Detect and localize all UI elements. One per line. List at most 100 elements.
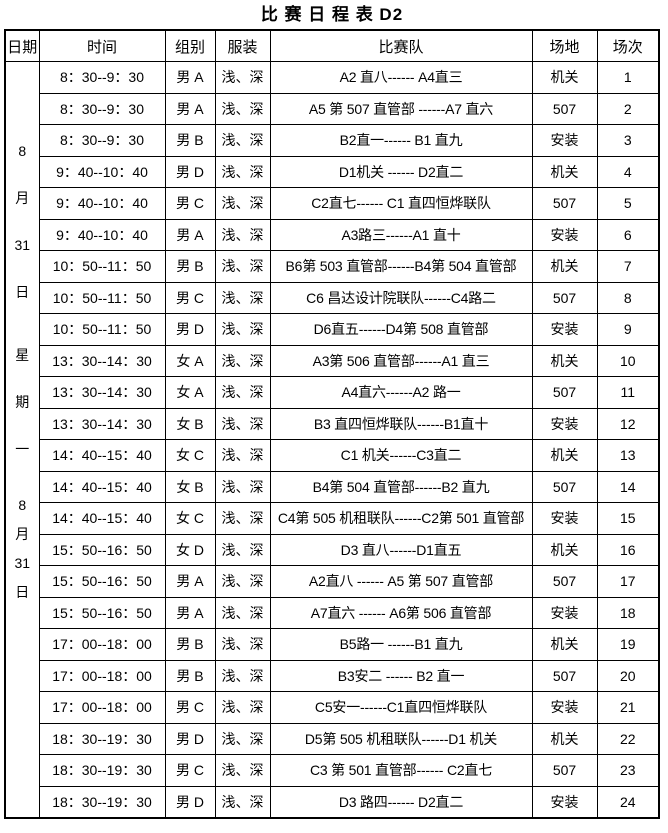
cell-group: 男 B <box>164 628 216 661</box>
cell-group: 女 C <box>164 439 216 472</box>
cell-teams: A4直六------A2 路一 <box>269 376 533 409</box>
cell-venue: 安装 <box>531 502 598 535</box>
cell-venue: 安装 <box>531 124 598 157</box>
cell-dress: 浅、深 <box>214 187 271 220</box>
cell-venue: 机关 <box>531 722 598 755</box>
cell-no: 21 <box>596 691 660 724</box>
cell-dress: 浅、深 <box>214 691 271 724</box>
cell-teams: C5安一------C1直四恒烨联队 <box>269 691 533 724</box>
cell-time: 8：30--9：30 <box>38 92 166 125</box>
cell-group: 男 A <box>164 565 216 598</box>
cell-no: 2 <box>596 92 660 125</box>
date-group-1: 8 月 31 日 <box>14 143 31 300</box>
table-row: 10：50--11：50 男 C 浅、深 C6 昌达设计院联队------C4路二 50… <box>5 281 660 314</box>
table-row: 13：30--14：30 女 A 浅、深 A3第 506 直管部------A1 直三… <box>5 344 660 377</box>
cell-teams: A3第 506 直管部------A1 直三 <box>269 344 533 377</box>
cell-no: 18 <box>596 596 660 629</box>
cell-venue: 机关 <box>531 344 598 377</box>
table-row: 9：40--10：40 男 A 浅、深 A3路三------A1 直十 安装 6 <box>5 218 660 251</box>
cell-venue: 507 <box>531 659 598 692</box>
cell-teams: A2 直八------ A4直三 <box>269 61 533 94</box>
table-row: 15：50--16：50 男 A 浅、深 A2直八 ------ A5 第 507 直… <box>5 565 660 598</box>
cell-venue: 机关 <box>531 439 598 472</box>
cell-venue: 507 <box>531 281 598 314</box>
cell-venue: 507 <box>531 754 598 787</box>
cell-no: 14 <box>596 470 660 503</box>
cell-group: 男 D <box>164 785 216 819</box>
table-row: 13：30--14：30 女 B 浅、深 B3 直四恒烨联队------B1直十 安装 1… <box>5 407 660 440</box>
cell-no: 13 <box>596 439 660 472</box>
cell-teams: D3 路四------ D2直二 <box>269 785 533 819</box>
cell-teams: D5第 505 机租联队------D1 机关 <box>269 722 533 755</box>
cell-no: 11 <box>596 376 660 409</box>
cell-venue: 安装 <box>531 313 598 346</box>
cell-time: 14：40--15：40 <box>38 439 166 472</box>
cell-group: 男 A <box>164 92 216 125</box>
header-row: 日期 时间 组别 服装 比赛队 场地 场次 <box>4 29 660 62</box>
cell-time: 18：30--19：30 <box>38 785 166 819</box>
cell-group: 男 C <box>164 187 216 220</box>
col-header-time: 时间 <box>38 29 166 62</box>
cell-group: 男 C <box>164 281 216 314</box>
cell-no: 6 <box>596 218 660 251</box>
cell-time: 14：40--15：40 <box>38 502 166 535</box>
cell-time: 8：30--9：30 <box>38 124 166 157</box>
cell-dress: 浅、深 <box>214 376 271 409</box>
cell-no: 5 <box>596 187 660 220</box>
cell-teams: D1机关 ------ D2直二 <box>269 155 533 188</box>
table-row: 10：50--11：50 男 B 浅、深 B6第 503 直管部------B4第 5… <box>5 250 660 283</box>
cell-dress: 浅、深 <box>214 470 271 503</box>
cell-dress: 浅、深 <box>214 439 271 472</box>
cell-dress: 浅、深 <box>214 124 271 157</box>
cell-dress: 浅、深 <box>214 502 271 535</box>
cell-group: 男 D <box>164 313 216 346</box>
cell-teams: C1 机关------C3直二 <box>269 439 533 472</box>
cell-group: 男 D <box>164 722 216 755</box>
cell-time: 18：30--19：30 <box>38 722 166 755</box>
cell-no: 20 <box>596 659 660 692</box>
date-group-2: 星期一 <box>15 347 30 457</box>
cell-group: 女 A <box>164 344 216 377</box>
cell-time: 14：40--15：40 <box>38 470 166 503</box>
table-row: 8 月 31 日星期一 8 月 31 日 8：30--9：30 男 A 浅、深 A2 直八------… <box>4 61 660 819</box>
col-header-date: 日期 <box>4 29 40 62</box>
cell-teams: A5 第 507 直管部 ------A7 直六 <box>269 92 533 125</box>
cell-dress: 浅、深 <box>214 628 271 661</box>
cell-dress: 浅、深 <box>214 155 271 188</box>
cell-time: 8：30--9：30 <box>38 61 166 94</box>
cell-time: 9：40--10：40 <box>38 187 166 220</box>
cell-dress: 浅、深 <box>214 407 271 440</box>
cell-no: 12 <box>596 407 660 440</box>
col-header-dress: 服装 <box>214 29 271 62</box>
cell-dress: 浅、深 <box>214 596 271 629</box>
cell-no: 15 <box>596 502 660 535</box>
cell-group: 男 A <box>164 596 216 629</box>
col-header-group: 组别 <box>164 29 216 62</box>
cell-teams: A7直六 ------ A6第 506 直管部 <box>269 596 533 629</box>
cell-venue: 机关 <box>531 628 598 661</box>
table-row: 14：40--15：40 女 C 浅、深 C4第 505 机租联队------C2第 … <box>5 502 660 535</box>
cell-group: 女 C <box>164 502 216 535</box>
col-header-matchno: 场次 <box>596 29 660 62</box>
cell-time: 13：30--14：30 <box>38 407 166 440</box>
cell-teams: B6第 503 直管部------B4第 504 直管部 <box>269 250 533 283</box>
cell-teams: B2直一------ B1 直九 <box>269 124 533 157</box>
cell-time: 17：00--18：00 <box>38 659 166 692</box>
cell-group: 男 C <box>164 754 216 787</box>
schedule-table: 日期 时间 组别 服装 比赛队 场地 场次 8 月 31 日星期一 8 月 31 日 8：30-… <box>4 29 660 819</box>
cell-time: 10：50--11：50 <box>38 281 166 314</box>
cell-dress: 浅、深 <box>214 218 271 251</box>
cell-no: 4 <box>596 155 660 188</box>
table-header: 日期 时间 组别 服装 比赛队 场地 场次 <box>4 29 660 62</box>
cell-time: 10：50--11：50 <box>38 250 166 283</box>
cell-venue: 507 <box>531 470 598 503</box>
cell-no: 8 <box>596 281 660 314</box>
table-row: 18：30--19：30 男 C 浅、深 C3 第 501 直管部------ C2直… <box>5 754 660 787</box>
cell-dress: 浅、深 <box>214 313 271 346</box>
cell-time: 15：50--16：50 <box>38 596 166 629</box>
cell-teams: A3路三------A1 直十 <box>269 218 533 251</box>
cell-venue: 507 <box>531 565 598 598</box>
cell-venue: 机关 <box>531 533 598 566</box>
cell-time: 15：50--16：50 <box>38 533 166 566</box>
